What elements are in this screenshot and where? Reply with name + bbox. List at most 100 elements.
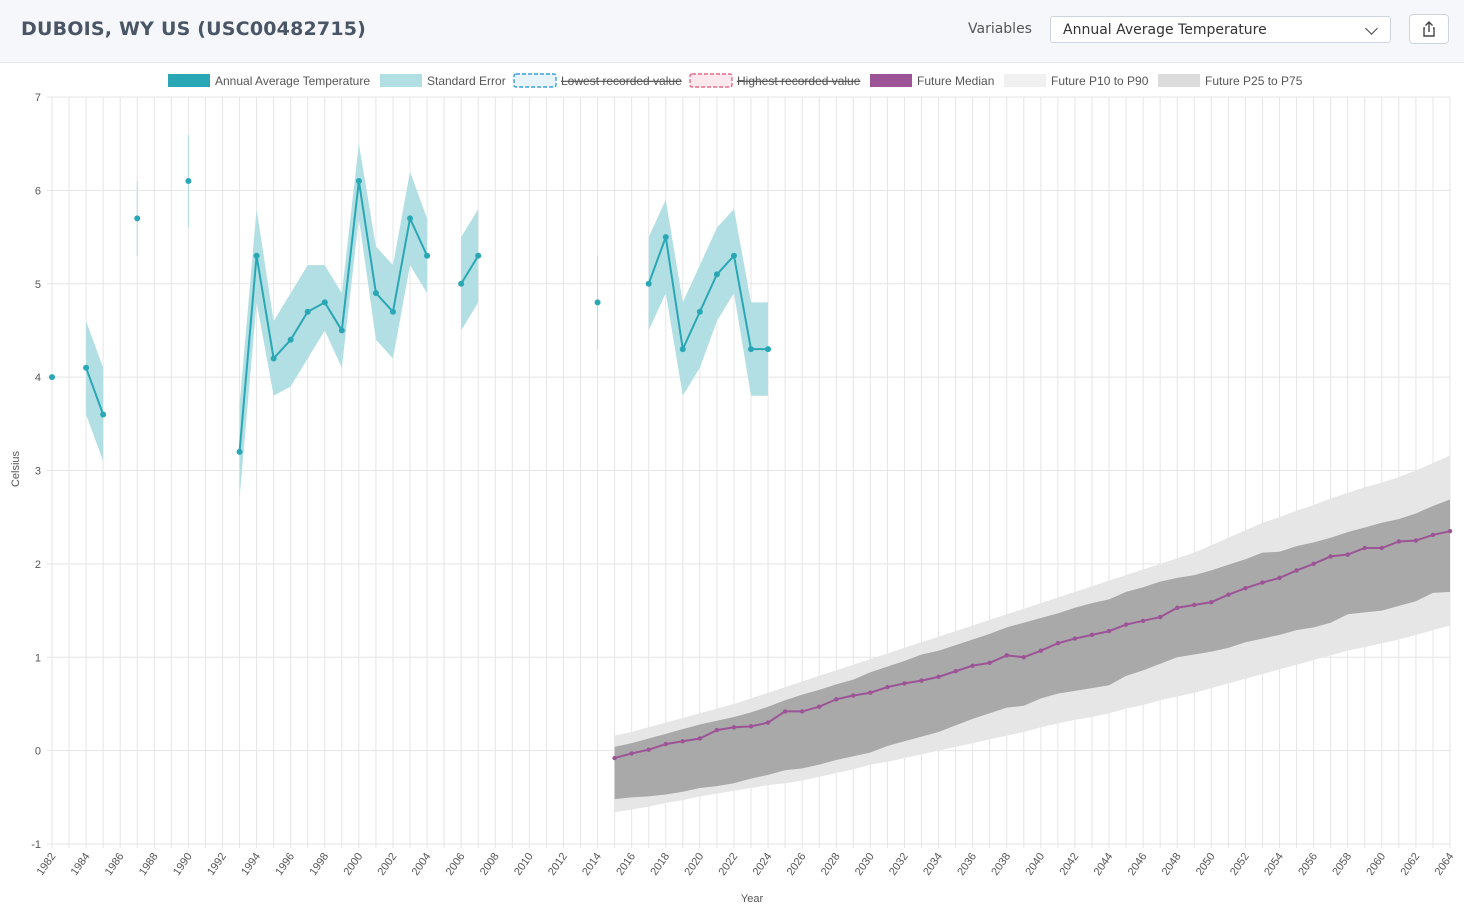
future-median-point	[816, 704, 822, 709]
x-tick-label: 2040	[1023, 851, 1047, 878]
observed-line	[647, 236, 769, 353]
y-tick-label: 6	[35, 185, 41, 197]
observed-point	[594, 299, 601, 306]
x-tick-label: 2042	[1058, 851, 1082, 878]
x-tick-label: 2004	[410, 851, 434, 878]
share-button[interactable]	[1409, 14, 1449, 44]
future-median-point	[1243, 585, 1248, 591]
future-median-point	[680, 739, 686, 744]
observed-point	[100, 411, 107, 418]
observed-point	[338, 327, 345, 334]
y-tick-label: -1	[31, 839, 41, 851]
future-median-point	[1345, 552, 1350, 557]
future-median-point	[782, 709, 788, 714]
observed-point	[321, 299, 328, 306]
observed-line	[460, 255, 480, 285]
future-median-point	[1072, 636, 1078, 641]
x-tick-label: 1998	[307, 851, 331, 878]
observed-point	[458, 280, 465, 287]
y-tick-label: 7	[35, 92, 41, 104]
observed-point	[49, 374, 55, 381]
legend-label: Future P10 to P90	[1051, 74, 1149, 88]
chevron-down-icon	[1365, 22, 1378, 35]
legend-label: Future P25 to P75	[1205, 74, 1303, 88]
future-median-point	[868, 690, 873, 695]
x-tick-label: 2028	[819, 851, 843, 878]
x-tick-label: 2036	[955, 851, 979, 878]
future-median-point	[851, 693, 856, 698]
legend-label: Lowest recorded value	[561, 74, 682, 88]
observed-point	[713, 271, 720, 278]
x-tick-label: 2024	[751, 851, 775, 878]
future-median-point	[885, 684, 890, 690]
future-median-point	[663, 741, 668, 747]
x-tick-label: 1984	[69, 851, 93, 878]
future-median-point	[1209, 599, 1214, 605]
y-tick-label: 2	[35, 559, 41, 571]
variable-select[interactable]: Annual Average Temperature	[1050, 16, 1391, 43]
x-tick-label: 2012	[546, 851, 570, 878]
future-median-point	[629, 751, 634, 756]
future-median-point	[1175, 605, 1180, 610]
future-median-point	[1140, 618, 1146, 624]
legend[interactable]: Annual Average Temperature Standard Error…	[168, 73, 1303, 88]
future-median-point	[612, 755, 617, 761]
legend-label: Annual Average Temperature	[215, 74, 370, 88]
temperature-chart: -1 0 1 2 3 4 5 6 7 1982 1984 1986 1988 1990 1992 1994 19…	[10, 73, 1456, 905]
observed-point	[83, 364, 90, 371]
future-median-point	[1413, 538, 1419, 543]
future-median-point	[1055, 641, 1061, 646]
legend-swatch	[168, 74, 210, 87]
observed-point	[185, 178, 192, 185]
future-median-point	[1311, 561, 1316, 567]
x-tick-label: 2054	[1262, 851, 1286, 878]
x-tick-label: 2060	[1364, 851, 1388, 878]
x-tick-label: 2010	[512, 851, 536, 878]
observed-point	[134, 215, 141, 222]
x-tick-label: 1990	[171, 851, 195, 878]
observed-point	[389, 308, 396, 315]
observed-point	[730, 252, 737, 259]
x-tick-label: 1986	[103, 851, 127, 878]
legend-label: Standard Error	[427, 74, 506, 88]
x-tick-label: 1992	[205, 851, 229, 878]
future-median-point	[834, 697, 839, 702]
future-median-point	[1157, 614, 1163, 620]
x-tick-label: 2022	[717, 851, 741, 878]
future-median-point	[646, 747, 651, 752]
observed-line	[238, 180, 428, 452]
future-median-point	[919, 678, 924, 683]
observed-point	[424, 252, 431, 259]
observed-point	[253, 252, 260, 259]
share-icon	[1423, 21, 1435, 37]
y-axis-label: Celsius	[10, 450, 22, 487]
future-median-line	[614, 530, 1451, 760]
x-tick-label: 2006	[444, 851, 468, 878]
x-tick-label: 2030	[853, 851, 877, 878]
future-median-point	[748, 724, 754, 729]
future-median-point	[1294, 568, 1299, 573]
observed-point	[270, 355, 277, 362]
x-tick-label: 2046	[1126, 851, 1150, 878]
x-tick-label: 2014	[580, 851, 604, 878]
observed-point	[287, 336, 294, 343]
top-bar: DUBOIS, WY US (USC00482715) Variables An…	[0, 0, 1464, 63]
x-tick-label: 1994	[239, 851, 263, 878]
x-tick-label: 2034	[921, 851, 945, 878]
future-median-point	[1362, 545, 1367, 551]
x-tick-label: 1988	[137, 851, 161, 878]
y-tick-label: 3	[35, 466, 41, 478]
observed-point	[475, 252, 482, 259]
legend-swatch	[513, 73, 557, 88]
future-median-point	[1277, 575, 1282, 581]
observed-point	[407, 215, 414, 222]
observed-line	[85, 367, 105, 415]
x-tick-label: 2048	[1160, 851, 1184, 878]
legend-swatch	[689, 73, 733, 88]
future-median-point	[970, 663, 975, 668]
legend-label: Future Median	[917, 74, 994, 88]
observed-point	[679, 346, 686, 353]
future-median-point	[1004, 653, 1009, 658]
x-tick-label: 2002	[376, 851, 400, 878]
future-median-point	[1260, 580, 1265, 585]
